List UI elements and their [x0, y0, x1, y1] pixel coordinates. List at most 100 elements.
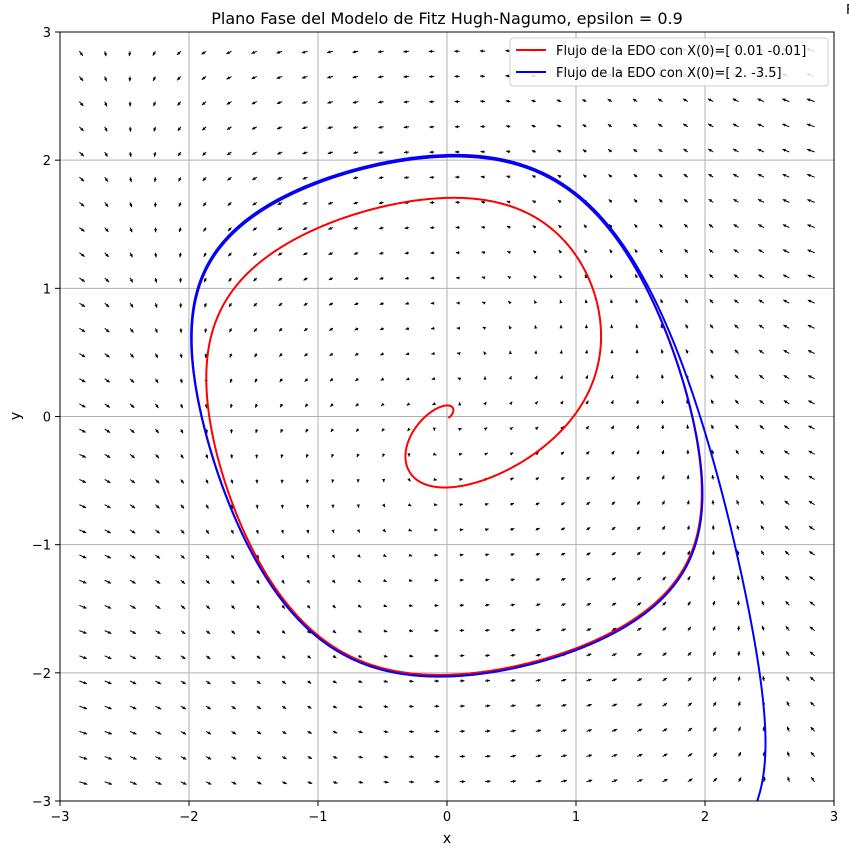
field-arrow-head: [255, 454, 259, 459]
field-arrow-head: [356, 529, 360, 533]
field-arrow-head: [534, 375, 538, 380]
field-arrow-head: [278, 252, 282, 256]
field-arrow-head: [686, 424, 690, 429]
field-arrow-head: [384, 679, 388, 683]
field-arrow-head: [686, 550, 690, 555]
field-arrow-head: [663, 703, 668, 707]
field-arrow-head: [456, 301, 460, 305]
field-arrow-head: [378, 201, 383, 205]
field-arrow-head: [251, 76, 256, 79]
field-arrow-head: [231, 605, 235, 609]
field-arrow-head: [178, 228, 182, 233]
field-arrow-head: [304, 352, 308, 357]
field-arrow-head: [536, 578, 541, 582]
field-arrow-head: [787, 751, 791, 756]
field-arrow-head: [281, 555, 284, 559]
field-arrow-head: [107, 655, 112, 659]
field-arrow-head: [408, 528, 412, 532]
field-arrow-head: [154, 354, 158, 358]
field-arrow-head: [329, 352, 334, 356]
field-arrow-head: [279, 353, 283, 357]
field-arrow-head: [176, 51, 181, 55]
field-arrow-head: [181, 655, 186, 659]
field-arrow-head: [302, 126, 306, 130]
field-arrow-head: [429, 175, 433, 179]
field-arrow-head: [130, 379, 134, 383]
field-arrow-head: [153, 127, 157, 132]
field-arrow-head: [534, 325, 538, 329]
field-arrow-head: [79, 52, 83, 56]
field-arrow-head: [431, 326, 435, 330]
field-arrow-head: [610, 299, 614, 303]
field-arrow-head: [687, 626, 691, 631]
x-tick-label: −3: [50, 810, 69, 825]
field-arrow-head: [407, 477, 411, 482]
trajectories: [190, 153, 767, 801]
field-arrow-head: [180, 454, 184, 459]
field-arrow-head: [684, 274, 689, 278]
field-arrow-head: [257, 680, 261, 684]
field-arrow-head: [610, 425, 614, 430]
field-arrow-head: [733, 199, 737, 203]
field-arrow-head: [303, 277, 308, 281]
field-arrow-head: [304, 327, 308, 331]
field-arrow-head: [436, 780, 440, 784]
field-arrow-head: [105, 278, 109, 283]
field-arrow-head: [107, 630, 112, 634]
field-arrow-head: [635, 399, 639, 404]
field-arrow-head: [253, 303, 258, 307]
field-arrow-head: [132, 706, 137, 710]
field-arrow-head: [156, 580, 161, 584]
field-arrow-head: [536, 603, 541, 607]
legend: Flujo de la EDO con X(0)=[ 0.01 -0.01] F…: [509, 37, 829, 87]
field-arrow-head: [131, 505, 136, 509]
field-arrow-head: [251, 50, 255, 54]
field-arrow-head: [207, 781, 212, 785]
field-arrow-head: [358, 679, 363, 683]
field-arrow-head: [179, 354, 183, 359]
field-arrow-head: [537, 704, 542, 708]
field-arrow-head: [276, 50, 281, 54]
field-arrow-head: [783, 299, 787, 303]
field-arrow-head: [559, 274, 563, 279]
field-arrow-head: [332, 654, 337, 658]
field-arrow-head: [582, 124, 587, 128]
field-arrow-head: [612, 552, 616, 556]
field-arrow-head: [586, 502, 590, 506]
field-arrow-head: [585, 375, 589, 379]
field-arrow-head: [155, 379, 159, 383]
field-arrow-head: [459, 528, 464, 532]
field-arrow-head: [685, 299, 689, 303]
field-arrow-head: [354, 352, 359, 356]
field-arrow-head: [380, 377, 385, 381]
field-arrow-head: [133, 756, 137, 760]
field-arrow-head: [783, 274, 787, 278]
field-arrow-head: [660, 299, 664, 303]
field-arrow-head: [434, 553, 438, 557]
field-arrow-head: [482, 301, 486, 305]
field-arrow-head: [587, 578, 591, 581]
field-arrow-head: [80, 203, 85, 207]
field-arrow-head: [483, 427, 488, 431]
field-arrow-head: [352, 100, 357, 104]
field-arrow-head: [305, 403, 309, 407]
field-arrow-head: [277, 126, 281, 130]
field-arrow-head: [105, 228, 109, 232]
field-arrow-head: [613, 703, 617, 707]
field-arrow-head: [81, 328, 86, 332]
field-arrow-head: [734, 299, 738, 303]
field-arrow-head: [809, 576, 813, 580]
field-arrow-head: [511, 653, 516, 658]
field-arrow-head: [454, 49, 458, 53]
field-arrow-head: [257, 756, 262, 760]
field-arrow-head: [205, 505, 209, 509]
field-arrow-head: [512, 754, 516, 758]
field-arrow-head: [154, 329, 158, 333]
field-arrow-head: [379, 226, 383, 230]
field-arrow-head: [131, 479, 135, 484]
field-arrow-head: [280, 454, 284, 458]
field-arrow-head: [230, 530, 234, 534]
field-arrow-head: [786, 676, 790, 680]
field-arrow-head: [435, 629, 439, 633]
field-arrow-head: [610, 400, 614, 404]
